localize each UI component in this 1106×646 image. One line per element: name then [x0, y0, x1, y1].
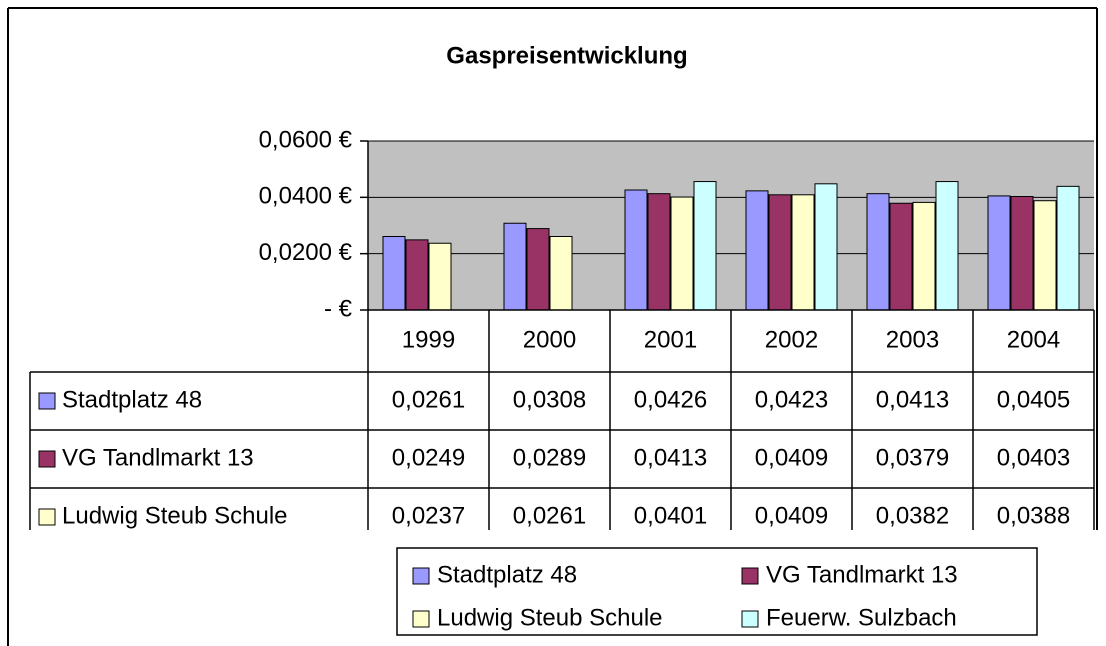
- legend-key: [39, 567, 55, 583]
- y-tick-label: - €: [324, 295, 353, 322]
- cell-value: 0,0289: [513, 444, 586, 471]
- bar: [693, 181, 717, 311]
- cell-value: 0,0308: [513, 386, 586, 413]
- cell-value: 0,0423: [755, 386, 828, 413]
- legend-label: Ludwig Steub Schule: [437, 604, 663, 631]
- bar: [1010, 195, 1034, 311]
- legend-key: [412, 567, 430, 585]
- legend-label: Feuerw. Sulzbach: [766, 604, 957, 631]
- row-label: Ludwig Steub Schule: [62, 502, 288, 529]
- cell-value: 0,0237: [392, 502, 465, 529]
- cell-value: 0,0249: [392, 444, 465, 471]
- cell-value: 0,0426: [634, 386, 707, 413]
- legend-key: [38, 508, 56, 526]
- bar: [549, 235, 573, 311]
- cell-value: 0,0261: [392, 386, 465, 413]
- bar: [814, 183, 838, 311]
- row-label: VG Tandlmarkt 13: [62, 444, 254, 471]
- legend-key: [38, 450, 56, 468]
- legend-key: [412, 610, 430, 628]
- cell-value: 0,0388: [997, 502, 1070, 529]
- legend-label: Stadtplatz 48: [437, 561, 577, 588]
- cell-value: 0,0413: [634, 444, 707, 471]
- x-tick-label: 2003: [886, 326, 939, 353]
- x-tick-label: 2004: [1007, 326, 1060, 353]
- cell-value: 0,0382: [876, 502, 949, 529]
- bar: [791, 194, 815, 311]
- bar: [987, 195, 1011, 311]
- data-table: 1999 2000 2001 2002 2003 2004 Stadtplatz 48 0,0…: [29, 309, 1095, 587]
- bar: [647, 193, 671, 311]
- x-tick-label: 2001: [644, 326, 697, 353]
- bar: [526, 228, 550, 311]
- bar: [889, 202, 913, 311]
- bar: [624, 189, 648, 311]
- cell-value: 0,0409: [755, 444, 828, 471]
- legend: Stadtplatz 48 VG Tandlmarkt 13 Ludwig Steu…: [412, 561, 958, 631]
- bar: [866, 193, 890, 311]
- legend-key: [38, 392, 56, 410]
- cell-value: 0,0413: [876, 386, 949, 413]
- cell-value: 0,0409: [755, 502, 828, 529]
- chart-title: Gaspreisentwicklung: [446, 42, 687, 69]
- bar: [670, 196, 694, 311]
- bar: [912, 201, 936, 311]
- legend-box: [396, 547, 1038, 636]
- bar: [382, 235, 406, 311]
- row-label: Stadtplatz 48: [62, 386, 202, 413]
- cell-value: 0,0405: [997, 386, 1070, 413]
- plot-area: [368, 141, 1094, 310]
- y-tick-label: 0,0200 €: [259, 239, 353, 266]
- x-tick-label: 1999: [402, 326, 455, 353]
- bar: [745, 190, 769, 311]
- row-label: Feuerw. Sulzbach: [62, 560, 253, 587]
- y-tick-label: 0,0600 €: [259, 126, 353, 153]
- x-tick-label: 2002: [765, 326, 818, 353]
- bar: [405, 239, 429, 311]
- bar: [768, 194, 792, 311]
- bar: [935, 181, 959, 311]
- cell-value: 0,0403: [997, 444, 1070, 471]
- cell-value: 0,0379: [876, 444, 949, 471]
- bar: [1033, 200, 1057, 311]
- bar: [1056, 185, 1080, 311]
- y-tick-label: 0,0400 €: [259, 183, 353, 210]
- plot: - € 0,0200 € 0,0400 € 0,0600 €: [259, 126, 1094, 322]
- bar: [503, 222, 527, 311]
- legend-key: [741, 610, 759, 628]
- x-tick-label: 2000: [523, 326, 576, 353]
- cell-value: 0,0261: [513, 502, 586, 529]
- cell-value: 0,0401: [634, 502, 707, 529]
- legend-label: VG Tandlmarkt 13: [766, 561, 958, 588]
- bar: [428, 242, 452, 311]
- legend-key: [741, 567, 759, 585]
